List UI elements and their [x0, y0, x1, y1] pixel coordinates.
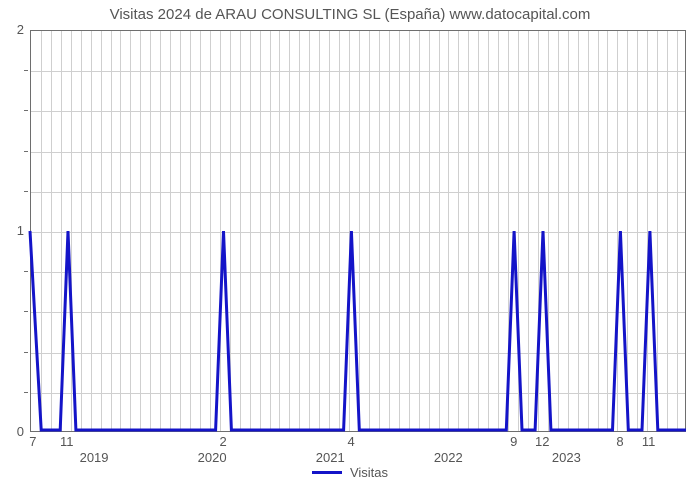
x-year-label: 2019: [80, 450, 109, 465]
chart-title: Visitas 2024 de ARAU CONSULTING SL (Espa…: [0, 6, 700, 23]
y-minor-tick: [24, 311, 28, 312]
x-year-label: 2022: [434, 450, 463, 465]
legend-swatch: [312, 471, 342, 474]
x-spike-label: 11: [642, 434, 656, 449]
y-minor-tick: [24, 151, 28, 152]
visits-line: [30, 231, 686, 430]
x-spike-label: 7: [29, 434, 36, 449]
y-tick-label: 2: [17, 22, 24, 37]
chart-legend: Visitas: [0, 465, 700, 480]
x-spike-label: 9: [510, 434, 517, 449]
y-minor-tick: [24, 110, 28, 111]
x-year-label: 2021: [316, 450, 345, 465]
x-spike-label: 8: [616, 434, 623, 449]
y-tick-label: 0: [17, 424, 24, 439]
x-spike-label: 2: [220, 434, 227, 449]
x-spike-label: 4: [347, 434, 354, 449]
x-spike-label: 11: [60, 434, 74, 449]
y-minor-tick: [24, 352, 28, 353]
chart-container: { "chart": { "type": "line", "title": "V…: [0, 0, 700, 500]
plot-area-wrapper: [30, 30, 686, 432]
y-minor-tick: [24, 271, 28, 272]
x-year-label: 2020: [198, 450, 227, 465]
legend-label: Visitas: [350, 465, 388, 480]
y-minor-tick: [24, 392, 28, 393]
y-minor-tick: [24, 70, 28, 71]
x-spike-label: 12: [535, 434, 549, 449]
y-minor-tick: [24, 191, 28, 192]
x-year-label: 2023: [552, 450, 581, 465]
y-tick-label: 1: [17, 223, 24, 238]
chart-line-layer: [30, 30, 686, 432]
